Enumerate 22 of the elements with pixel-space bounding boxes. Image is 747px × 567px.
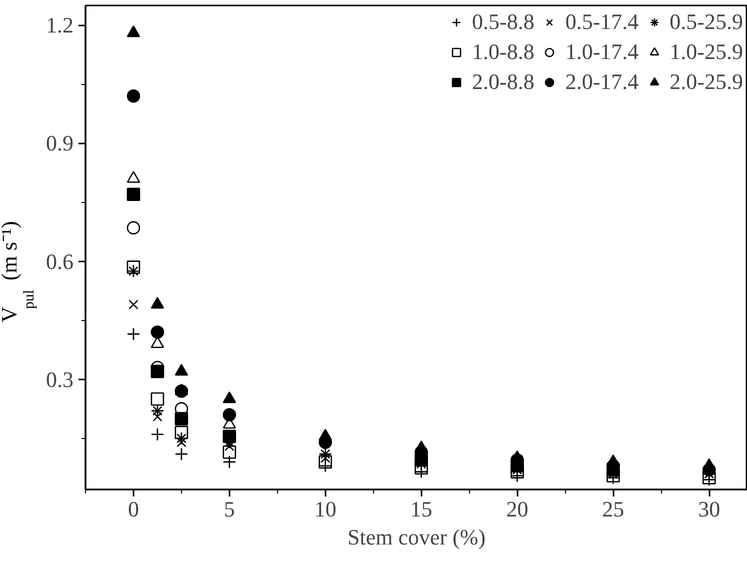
y-tick-label: 0.9 bbox=[46, 130, 74, 156]
y-tick-label: 0.3 bbox=[46, 366, 74, 392]
legend-label: 1.0-17.4 bbox=[565, 39, 639, 65]
legend-label: 2.0-25.9 bbox=[670, 69, 743, 95]
legend-label: 0.5-8.8 bbox=[472, 9, 534, 35]
x-tick-label: 30 bbox=[698, 496, 720, 522]
x-tick-label: 10 bbox=[314, 496, 336, 522]
x-tick-label: 0 bbox=[128, 496, 139, 522]
x-tick-label: 5 bbox=[224, 496, 235, 522]
legend-label: 2.0-8.8 bbox=[472, 69, 534, 95]
y-tick-label: 0.6 bbox=[46, 248, 74, 274]
x-axis-title: Stem cover (%) bbox=[347, 524, 486, 550]
x-tick-label: 15 bbox=[410, 496, 432, 522]
legend-label: 0.5-17.4 bbox=[565, 9, 639, 35]
legend-label: 2.0-17.4 bbox=[565, 69, 639, 95]
legend-label: 1.0-25.9 bbox=[670, 39, 743, 65]
legend-label: 1.0-8.8 bbox=[472, 39, 534, 65]
legend-label: 0.5-25.9 bbox=[670, 9, 743, 35]
y-axis-title: Vpul (m s⁻¹) bbox=[0, 221, 38, 322]
y-tick-label: 1.2 bbox=[46, 12, 74, 38]
x-tick-label: 25 bbox=[602, 496, 624, 522]
x-tick-label: 20 bbox=[506, 496, 528, 522]
